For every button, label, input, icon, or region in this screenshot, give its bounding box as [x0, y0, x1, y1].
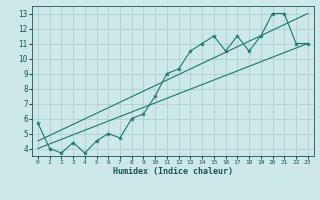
X-axis label: Humidex (Indice chaleur): Humidex (Indice chaleur)	[113, 167, 233, 176]
